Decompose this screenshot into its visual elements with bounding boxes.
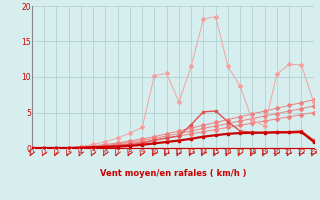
X-axis label: Vent moyen/en rafales ( km/h ): Vent moyen/en rafales ( km/h )	[100, 169, 246, 178]
